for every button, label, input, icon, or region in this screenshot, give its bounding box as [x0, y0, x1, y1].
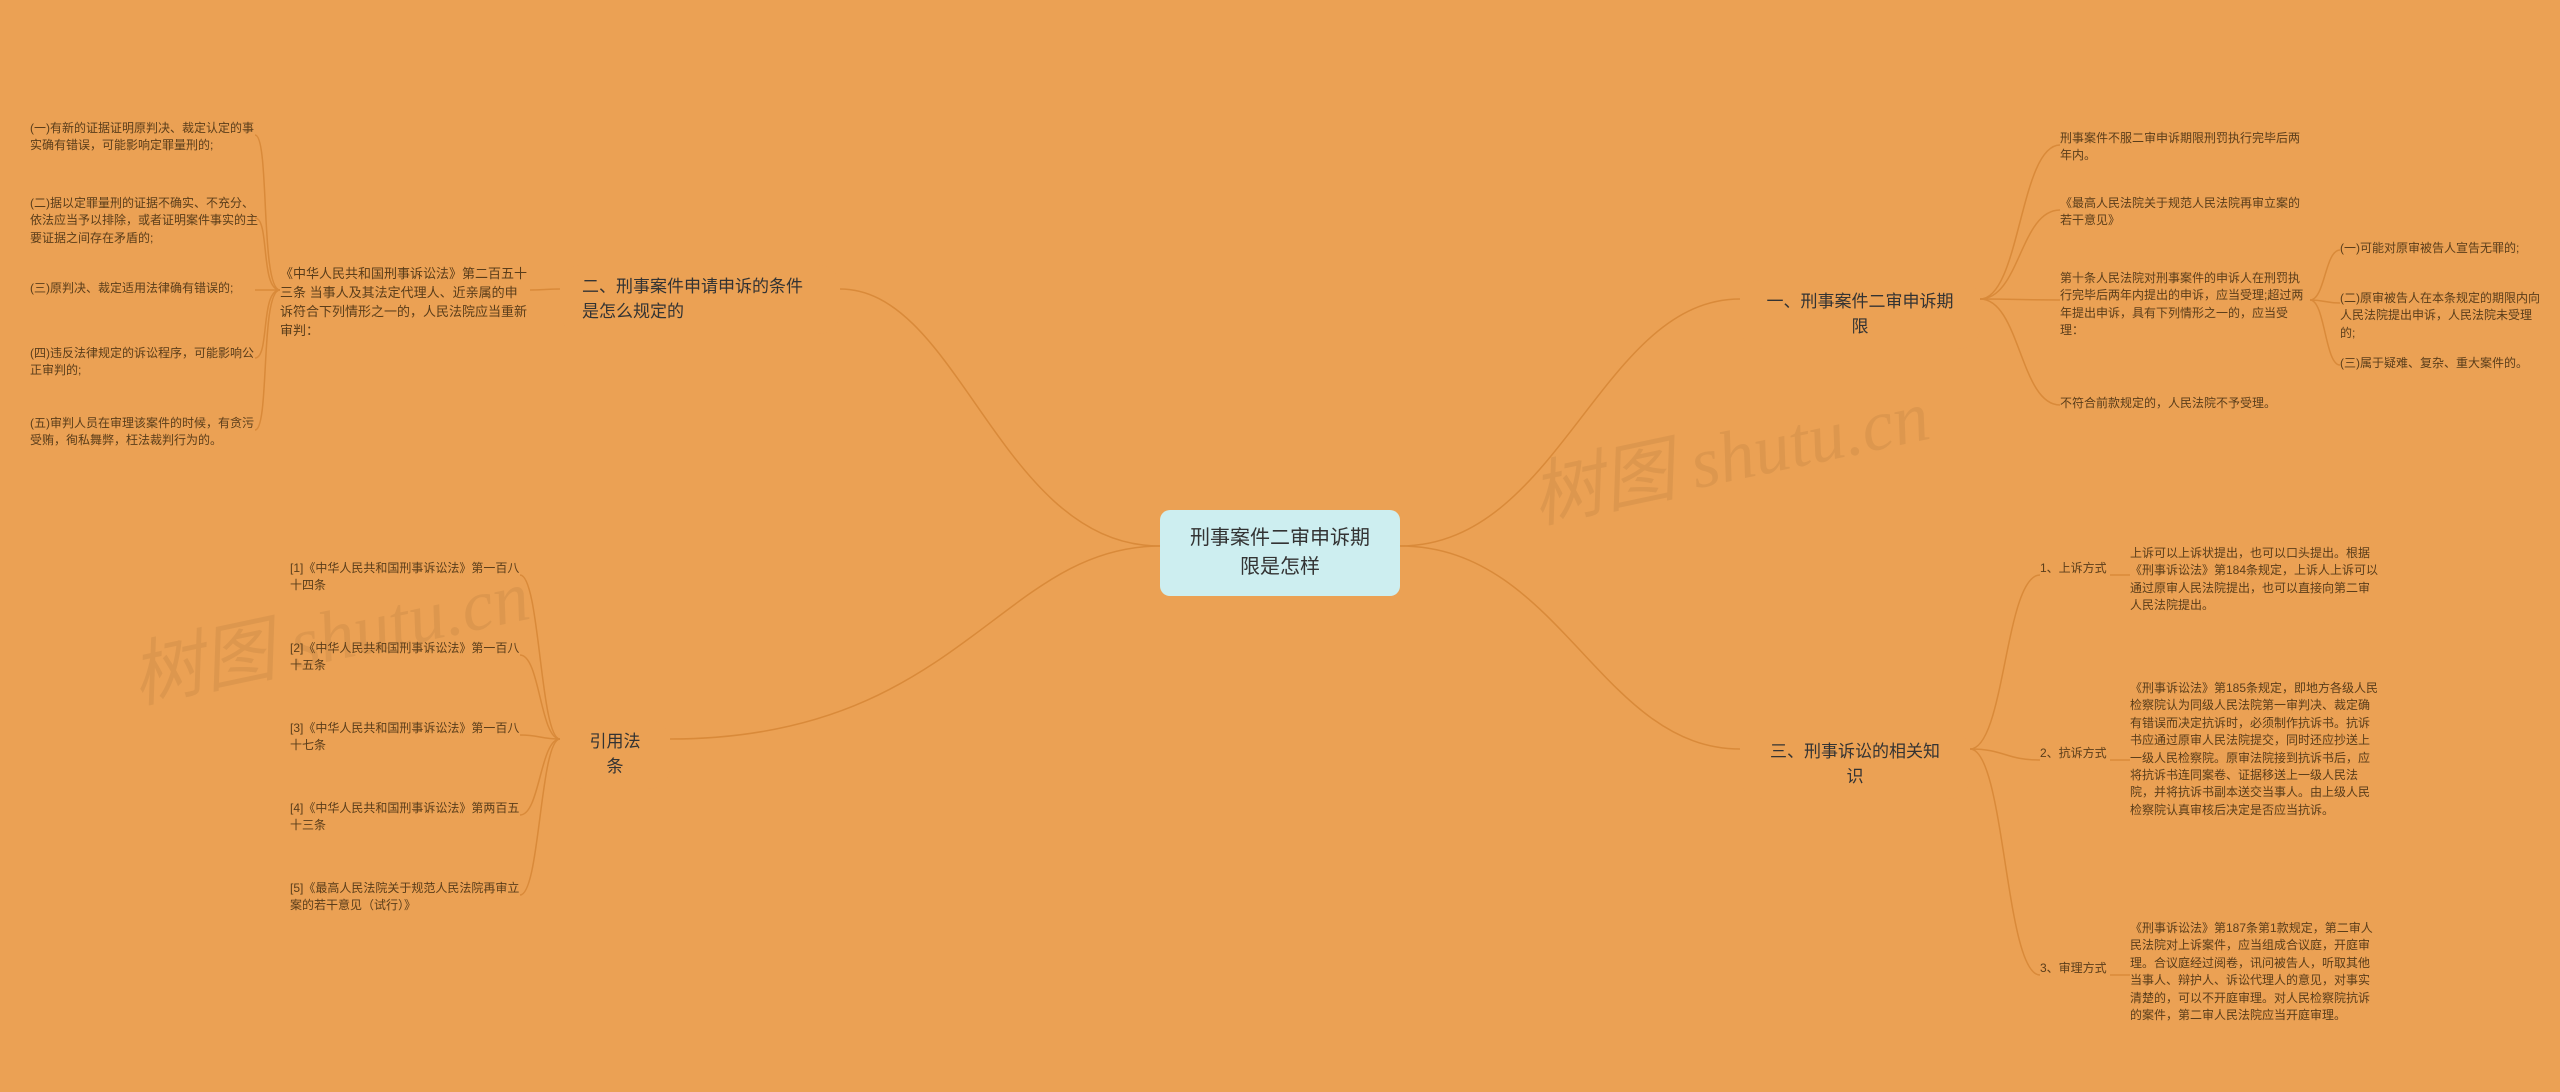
b2-child-2: (三)原判决、裁定适用法律确有错误的; [30, 280, 260, 297]
b2-child-0: (一)有新的证据证明原判决、裁定认定的事实确有错误，可能影响定罪量刑的; [30, 120, 260, 155]
b4-child-4: [5]《最高人民法院关于规范人民法院再审立案的若干意见（试行）》 [290, 880, 520, 915]
b3-child-1-text: 《刑事诉讼法》第185条规定，即地方各级人民检察院认为同级人民法院第一审判决、裁… [2130, 680, 2380, 819]
b3-child-2-text: 《刑事诉讼法》第187条第1款规定，第二审人民法院对上诉案件，应当组成合议庭，开… [2130, 920, 2380, 1024]
b1-child-2: 第十条人民法院对刑事案件的申诉人在刑罚执行完毕后两年内提出的申诉，应当受理;超过… [2060, 270, 2310, 340]
b2-child-1: (二)据以定罪量刑的证据不确实、不充分、依法应当予以排除，或者证明案件事实的主要… [30, 195, 260, 247]
root-node[interactable]: 刑事案件二审申诉期限是怎样 [1160, 510, 1400, 596]
b3-child-0-text: 上诉可以上诉状提出，也可以口头提出。根据《刑事诉讼法》第184条规定，上诉人上诉… [2130, 545, 2380, 615]
b1-child-0: 刑事案件不服二审申诉期限刑罚执行完毕后两年内。 [2060, 130, 2310, 165]
b4-child-2: [3]《中华人民共和国刑事诉讼法》第一百八十七条 [290, 720, 520, 755]
b2-child-4: (五)审判人员在审理该案件的时候，有贪污受贿，徇私舞弊，枉法裁判行为的。 [30, 415, 260, 450]
b1-child-2-leaf-1: (二)原审被告人在本条规定的期限内向人民法院提出申诉，人民法院未受理的; [2340, 290, 2540, 342]
branch-4[interactable]: 引用法条 [560, 720, 670, 789]
b1-child-2-leaf-2: (三)属于疑难、复杂、重大案件的。 [2340, 355, 2540, 372]
b2-child-3: (四)违反法律规定的诉讼程序，可能影响公正审判的; [30, 345, 260, 380]
branch-3[interactable]: 三、刑事诉讼的相关知识 [1740, 730, 1970, 799]
watermark: 树图 shutu.cn [1520, 356, 1937, 543]
b4-child-1: [2]《中华人民共和国刑事诉讼法》第一百八十五条 [290, 640, 520, 675]
b3-child-0-label: 1、上诉方式 [2040, 560, 2120, 577]
b1-child-2-leaf-0: (一)可能对原审被告人宣告无罪的; [2340, 240, 2540, 257]
b3-child-2-label: 3、审理方式 [2040, 960, 2120, 977]
b4-child-0: [1]《中华人民共和国刑事诉讼法》第一百八十四条 [290, 560, 520, 595]
branch-1[interactable]: 一、刑事案件二审申诉期限 [1740, 280, 1980, 349]
b2-sub: 《中华人民共和国刑事诉讼法》第二百五十三条 当事人及其法定代理人、近亲属的申诉符… [280, 265, 530, 340]
b4-child-3: [4]《中华人民共和国刑事诉讼法》第两百五十三条 [290, 800, 520, 835]
branch-2[interactable]: 二、刑事案件申请申诉的条件是怎么规定的 [560, 265, 840, 334]
b1-child-3: 不符合前款规定的，人民法院不予受理。 [2060, 395, 2310, 412]
b1-child-1: 《最高人民法院关于规范人民法院再审立案的若干意见》 [2060, 195, 2310, 230]
b3-child-1-label: 2、抗诉方式 [2040, 745, 2120, 762]
